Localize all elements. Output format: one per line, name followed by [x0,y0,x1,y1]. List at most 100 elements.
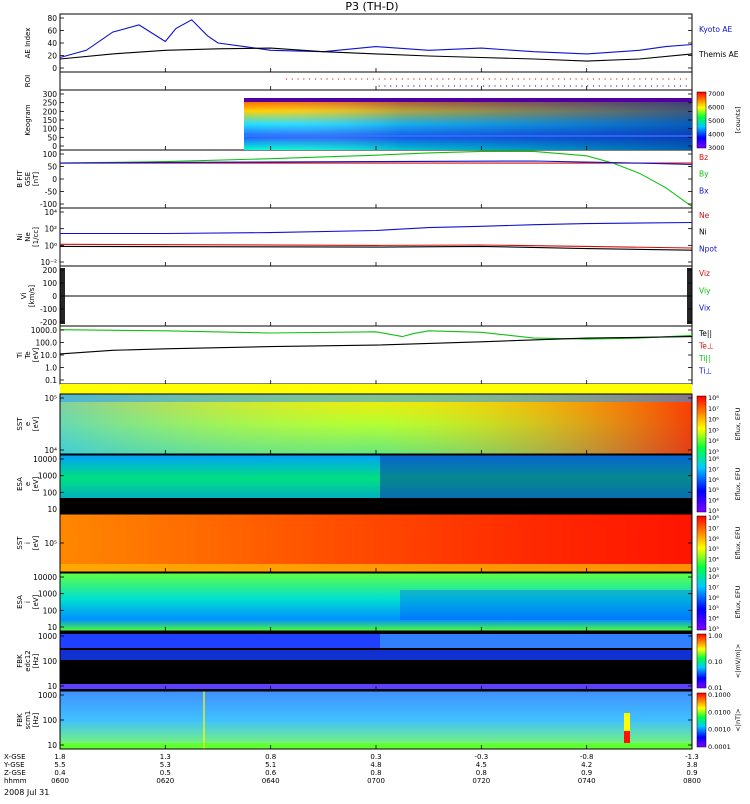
x-axis-row-label: Z-GSE [4,769,26,777]
roi-dot [668,78,670,80]
y-axis-label: ESA [16,477,24,491]
y-axis-label: scm1 [24,711,32,730]
series-line-te- [59,336,693,355]
colorbar-eflux-lower [696,515,707,631]
x-axis-tick-label: 5.5 [54,761,65,769]
roi-dot [482,85,485,87]
y-tick-label: 100 [43,716,58,725]
colorbar-unit: <|nT|> [734,708,742,731]
y-tick-label: 1000.0 [31,326,57,335]
series-line-bx [59,160,693,166]
colorbar-tick-label: 10⁵ [708,486,719,494]
y-tick-label: 250 [43,99,58,108]
y-tick-label: 300 [43,90,58,99]
roi-dot [390,85,392,87]
roi-dot [621,78,624,80]
roi-dot [395,78,398,80]
colorbar-bfield-wave [696,692,707,748]
colorbar-tick-label: 10⁸ [708,514,719,522]
y-tick-label: 0.1 [45,376,57,385]
colorbar-tick-label: 6000 [708,104,725,112]
roi-dot [685,78,687,80]
sst-ion-spectrogram [59,513,693,573]
legend-label: Ti|| [698,354,711,363]
roi-dot [662,78,664,80]
colorbar-tick-label: 10³ [708,566,719,574]
y-tick-label: 150 [43,116,58,125]
y-tick-label: 0 [52,142,57,151]
legend-label: Te⊥ [698,342,713,351]
roi-dot [616,78,618,80]
roi-dot [627,85,629,87]
roi-dot [587,78,589,80]
roi-dot [563,78,566,80]
series-line-by [59,150,693,208]
x-axis-tick-label: 0700 [367,777,385,785]
y-tick-label: 1000 [38,691,57,700]
colorbar-tick-label: 0.1000 [708,691,731,699]
roi-dot [540,78,542,80]
roi-dot [401,85,403,87]
x-axis-tick-label: 5.3 [160,761,171,769]
y-tick-label: 100 [43,125,58,134]
y-axis-label: [eV] [32,416,40,431]
roi-dot [448,78,450,80]
panel-frame-density [59,207,693,267]
x-axis-tick-label: 3.8 [686,761,697,769]
roi-dot [517,78,519,80]
roi-dot [361,78,363,80]
roi-dot [506,78,508,80]
x-axis-tick-label: 0.8 [370,769,381,777]
roi-dot [309,78,311,80]
y-tick-label: 10000 [33,455,57,464]
roi-dot [459,85,461,87]
colorbar-unit: Eflux, EFU [734,467,742,500]
roi-dot [430,85,432,87]
roi-dot [314,78,317,80]
roi-dot [529,78,531,80]
roi-dot [366,78,369,80]
roi-dot [546,78,548,80]
plot-title: P3 (TH-D) [345,0,398,13]
roi-dot [442,85,444,87]
y-axis-label: Ti [16,352,24,359]
colorbar-tick-label: 0.10 [708,658,722,666]
roi-dot [395,85,398,87]
y-axis-label: [eV] [32,476,40,491]
roi-dot [679,78,682,80]
roi-dot [517,85,519,87]
colorbar-tick-label: 1.00 [708,632,722,640]
x-axis: X-GSEY-GSEZ-GSEhhmm1.85.50.406001.35.30.… [3,753,701,785]
colorbar-tick-label: 0.01 [708,684,722,692]
esa-electron-spectrogram [59,454,693,514]
y-tick-label: 10 [47,505,57,514]
y-axis-label: [Hz] [32,713,40,728]
roi-dot [355,78,357,80]
roi-dot [378,85,380,87]
roi-dot [326,78,328,80]
colorbar-tick-label: 10⁷ [708,405,719,413]
y-tick-label: 100 [43,150,58,159]
roi-dot [604,85,606,87]
y-axis-label: edc12 [24,650,32,672]
roi-dot [511,85,514,87]
colorbar-tick-label: 10⁴ [708,556,719,564]
x-axis-tick-label: 0800 [683,777,701,785]
roi-dot [645,85,647,87]
roi-dot [552,85,554,87]
roi-dot [436,78,438,80]
colorbar-unit: <|mV/m|> [734,644,742,679]
roi-dot [372,78,374,80]
roi-dot [500,85,502,87]
x-axis-tick-label: 0640 [262,777,280,785]
roi-dot [430,78,432,80]
series-line-kyoto-ae [59,19,693,59]
legend-label: Kyoto AE [699,25,732,34]
legend-label: Vix [699,304,711,313]
y-axis-label: e [24,422,32,426]
legend-label: Bz [699,153,708,162]
colorbar-tick-label: 10⁸ [708,394,719,402]
roi-dot [656,78,658,80]
panel-frame-ae [59,13,693,73]
roi-dot [569,78,571,80]
